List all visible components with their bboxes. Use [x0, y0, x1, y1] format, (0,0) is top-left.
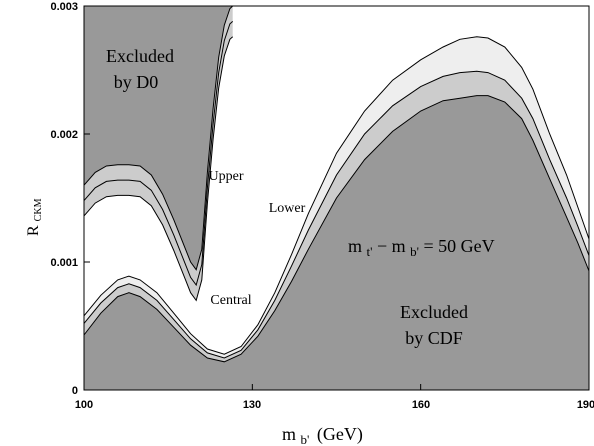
x-tick-label: 190 — [577, 399, 594, 411]
mass-sub2: b' — [410, 244, 419, 259]
y-tick-label: 0.001 — [50, 257, 78, 269]
y-tick-label: 0 — [72, 385, 78, 397]
mass-difference-label: m t' − m b' = 50 GeV — [348, 236, 495, 260]
mass-value: = 50 GeV — [424, 236, 495, 256]
y-axis-label-main: R — [25, 225, 42, 236]
x-tick-label: 100 — [75, 399, 93, 411]
excluded-region-d0 — [84, 6, 233, 270]
y-tick-label: 0.003 — [50, 1, 78, 13]
d0-band-line-1 — [83, 21, 234, 287]
plot-frame — [83, 5, 590, 391]
excluded-region-cdf — [84, 95, 589, 390]
x-axis-label-unit: (GeV) — [317, 424, 363, 445]
central-band-label: Central — [210, 293, 251, 308]
x-axis-label-sub: b' — [301, 432, 310, 446]
y-axis-label: R CKM — [25, 198, 44, 236]
x-tick-label: 130 — [243, 399, 261, 411]
upper-band-line — [83, 36, 590, 355]
d0-band-line-2 — [83, 36, 234, 302]
x-tick-label: 160 — [412, 399, 430, 411]
mass-sub1: t' — [367, 244, 373, 259]
x-axis-label-main: m — [282, 424, 296, 444]
excluded-d0-label-line1: Excluded — [106, 46, 174, 66]
mass-m2: m — [392, 236, 406, 256]
upper-band-label: Upper — [209, 169, 244, 184]
excluded-d0-label-line2: by D0 — [114, 72, 159, 92]
central-band-line — [83, 70, 590, 359]
excluded-cdf-boundary — [83, 95, 590, 363]
regions-layer — [84, 6, 589, 391]
excluded-cdf-label-line2: by CDF — [405, 328, 463, 348]
marks-layer — [83, 5, 590, 391]
mass-minus: − — [377, 236, 392, 256]
x-axis-label: m b' (GeV) — [282, 424, 363, 446]
excluded-cdf-label-line1: Excluded — [400, 302, 468, 322]
lower-band-label: Lower — [269, 201, 306, 216]
y-axis-label-sub: CKM — [33, 198, 44, 221]
mass-m1: m — [348, 236, 362, 256]
y-tick-label: 0.002 — [50, 129, 78, 141]
excluded-d0-boundary — [83, 5, 234, 271]
